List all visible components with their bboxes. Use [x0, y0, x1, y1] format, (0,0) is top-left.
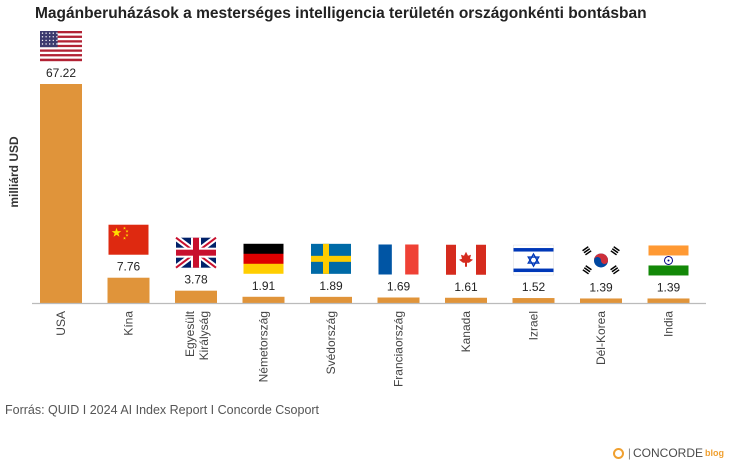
bar	[107, 277, 150, 303]
concorde-logo-icon	[612, 447, 624, 459]
bar-chart: milliárd USD 67.22 USA 7.76 Kína 3.78 Egyesült…	[7, 31, 706, 387]
value-label: 1.52	[522, 280, 546, 294]
brand-logo: | CONCORDE blog	[612, 446, 724, 460]
bar	[445, 297, 487, 303]
value-label: 1.91	[252, 279, 276, 293]
bar	[512, 298, 555, 303]
value-label: 1.39	[589, 280, 613, 294]
sweden-flag-icon	[311, 243, 351, 274]
uk-flag-icon	[174, 235, 218, 271]
bar	[580, 298, 622, 303]
brand-name: CONCORDE	[632, 446, 703, 460]
south-korea-flag-icon	[581, 245, 621, 276]
france-flag-icon	[378, 244, 419, 275]
source-note: Forrás: QUID I 2024 AI Index Report I Co…	[5, 403, 320, 417]
category-label: USA	[54, 311, 68, 336]
category-label: Dél-Korea	[594, 311, 608, 365]
canada-flag-icon	[446, 244, 486, 275]
india-flag-icon	[648, 245, 689, 276]
value-label: 1.61	[454, 280, 478, 294]
bar	[647, 298, 690, 303]
category-label: Németország	[257, 311, 271, 382]
israel-flag-icon	[513, 244, 554, 276]
bar	[40, 84, 82, 303]
y-axis-label: milliárd USD	[7, 136, 21, 208]
germany-flag-icon	[243, 243, 284, 274]
category-label: Franciaország	[392, 311, 406, 387]
chart-title: Magánberuházások a mesterséges intellige…	[35, 5, 647, 22]
bar	[175, 290, 217, 303]
value-label: 7.76	[117, 260, 141, 274]
bar	[310, 296, 352, 303]
category-label: Kanada	[459, 311, 473, 353]
brand-separator: |	[627, 446, 631, 460]
category-label: India	[662, 311, 676, 337]
china-flag-icon	[108, 224, 149, 255]
bar	[377, 297, 420, 303]
category-label: EgyesültKirályság	[183, 310, 211, 360]
category-label: Svédország	[324, 311, 338, 374]
value-label: 1.89	[319, 279, 343, 293]
value-label: 3.78	[184, 273, 208, 287]
brand-suffix: blog	[705, 448, 724, 458]
usa-flag-icon	[40, 31, 82, 62]
value-label: 67.22	[46, 66, 76, 80]
category-label: Izrael	[527, 311, 541, 340]
value-label: 1.39	[657, 280, 681, 294]
bar	[242, 296, 285, 303]
value-label: 1.69	[387, 279, 411, 293]
category-label: Kína	[122, 311, 136, 336]
